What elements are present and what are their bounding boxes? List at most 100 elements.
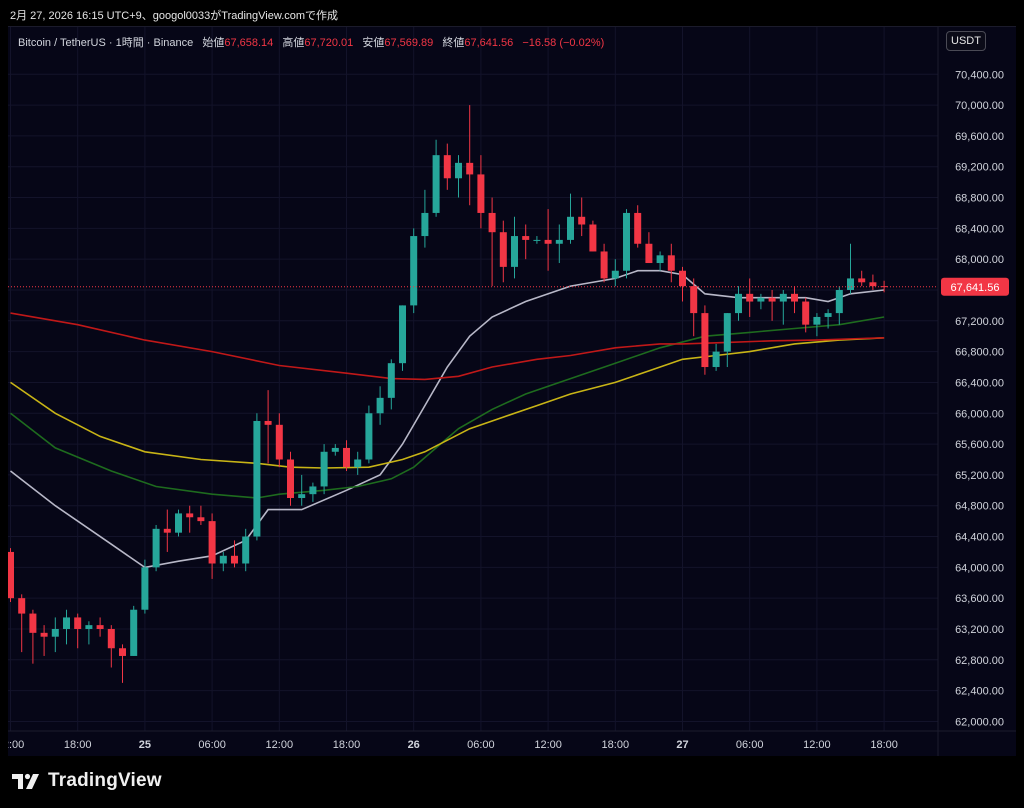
ohlc-legend: Bitcoin / TetherUS · 1時間 · Binance 始値67,… <box>18 34 604 50</box>
candle-body <box>511 236 518 267</box>
candle-body <box>264 420 272 425</box>
candle-body <box>589 224 597 252</box>
y-tick-label: 65,600.00 <box>955 439 1004 451</box>
candle-body <box>74 617 82 629</box>
x-tick-label: 27 <box>676 739 688 751</box>
candle-body <box>410 236 418 306</box>
candle-body <box>578 216 586 225</box>
candle-body <box>298 494 306 499</box>
y-tick-label: 69,600.00 <box>955 131 1004 143</box>
candle-body <box>331 447 339 452</box>
y-tick-label: 68,800.00 <box>955 193 1004 205</box>
candle-body <box>623 212 630 271</box>
candle-body <box>287 459 294 499</box>
candle-body <box>197 517 205 522</box>
candle-body <box>387 363 395 398</box>
candle-body <box>141 567 149 610</box>
candle-body <box>376 397 384 414</box>
candle-body <box>253 420 261 537</box>
x-tick-label: 12:00 <box>803 739 831 751</box>
candle-body <box>690 286 698 314</box>
candle-body <box>858 278 866 283</box>
moving-average-line <box>10 312 885 381</box>
candle-body <box>175 513 182 533</box>
x-tick-label: 25 <box>139 739 151 751</box>
y-tick-label: 68,400.00 <box>955 223 1004 235</box>
candle-body <box>779 293 787 302</box>
candle-body <box>208 521 216 564</box>
x-tick-label: 12:00 <box>8 739 24 751</box>
candle-body <box>679 270 686 287</box>
candle-body <box>656 255 664 264</box>
candle-body <box>455 162 462 179</box>
y-tick-label: 64,400.00 <box>955 532 1004 544</box>
candle-body <box>791 293 798 302</box>
candle-body <box>600 251 608 279</box>
candle-body <box>309 486 317 495</box>
candle-body <box>85 625 93 629</box>
moving-average-line <box>10 316 885 499</box>
change-value: −16.58 (−0.02%) <box>522 37 605 49</box>
candle-body <box>421 212 429 237</box>
candle-body <box>63 617 70 629</box>
candle-body <box>466 162 474 175</box>
candle-body <box>354 459 362 468</box>
candle-body <box>343 447 350 468</box>
moving-average-line <box>10 337 885 469</box>
snapshot-info: 2月 27, 2026 16:15 UTC+9、googol0033がTradi… <box>10 10 339 22</box>
candle-body <box>567 216 574 240</box>
candle-body <box>163 528 171 533</box>
candle-body <box>8 551 14 599</box>
x-tick-label: 26 <box>408 739 420 751</box>
candle-body <box>555 239 563 244</box>
x-tick-label: 06:00 <box>736 739 764 751</box>
last-price-tag <box>941 277 1009 296</box>
y-tick-label: 64,000.00 <box>955 562 1004 574</box>
x-tick-label: 18:00 <box>64 739 92 751</box>
candle-body <box>869 282 877 287</box>
currency-button[interactable]: USDT <box>946 31 986 51</box>
candle-body <box>18 598 26 614</box>
x-tick-label: 06:00 <box>467 739 495 751</box>
candle-body <box>611 270 619 279</box>
open-label: 始値 <box>202 37 225 49</box>
high-label: 高値 <box>282 37 305 49</box>
candle-body <box>533 239 541 241</box>
low-label: 安値 <box>362 37 385 49</box>
candle-body <box>219 555 227 564</box>
candle-body <box>835 289 843 314</box>
candle-body <box>544 239 552 244</box>
close-label: 終値 <box>442 37 465 49</box>
candle-body <box>107 628 115 649</box>
moving-average-line <box>10 269 885 569</box>
price-chart[interactable]: 70,400.00 70,000.00 69,600.00 69,200.00 68,8… <box>8 27 1016 757</box>
symbol-label: Bitcoin / TetherUS · 1時間 · Binance <box>18 37 194 49</box>
candle-body <box>477 174 485 213</box>
candle-body <box>130 609 138 656</box>
y-tick-label: 62,000.00 <box>955 716 1004 728</box>
candle-body <box>645 243 653 264</box>
candle-body <box>320 451 328 487</box>
x-tick-label: 06:00 <box>198 739 226 751</box>
candle-body <box>667 255 675 271</box>
x-tick-label: 12:00 <box>534 739 562 751</box>
candle-body <box>186 513 194 518</box>
candle-body <box>488 212 496 233</box>
candle-body <box>231 555 238 564</box>
x-tick-label: 18:00 <box>333 739 361 751</box>
y-tick-label: 68,000.00 <box>955 254 1004 266</box>
y-tick-label: 66,800.00 <box>955 347 1004 359</box>
y-tick-label: 63,200.00 <box>955 624 1004 636</box>
chart-panel[interactable]: 70,400.00 70,000.00 69,600.00 69,200.00 68,8… <box>8 26 1016 757</box>
candle-body <box>757 297 765 302</box>
x-tick-label: 18:00 <box>870 739 898 751</box>
candle-body <box>432 155 440 213</box>
candle-body <box>242 536 250 564</box>
candle-body <box>712 351 720 368</box>
candle-body <box>365 413 373 460</box>
y-tick-label: 69,200.00 <box>955 162 1004 174</box>
tradingview-logo[interactable]: TradingView <box>12 770 162 792</box>
candle-body <box>399 305 406 364</box>
candle-body <box>96 625 104 629</box>
candle-body <box>522 236 530 240</box>
